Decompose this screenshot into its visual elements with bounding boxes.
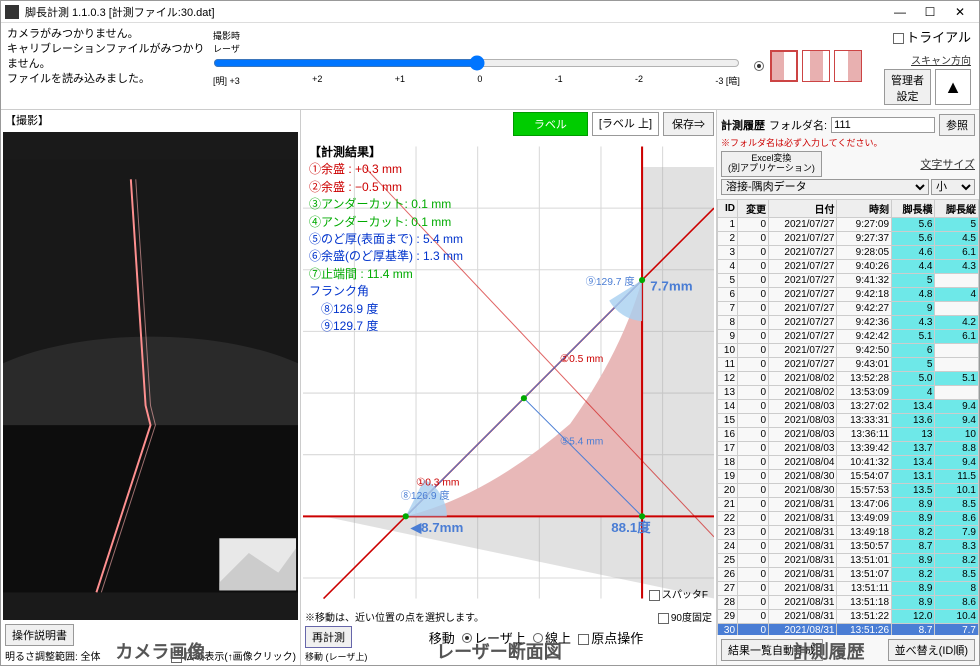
scan-mode-2[interactable] [802,50,830,82]
msg-line-3: ファイルを読み込みました。 [7,72,207,87]
result-8: フランク角 [309,283,463,300]
scan-mode-radio-1[interactable] [754,61,764,71]
ann-0-3: ①0.3 mm [416,478,459,489]
folder-input[interactable] [831,117,935,133]
result-1: ①余盛 : +0.3 mm [309,161,463,178]
trial-checkbox[interactable]: トライアル [884,27,971,46]
table-row[interactable]: 1202021/08/0213:52:285.05.1 [718,371,979,385]
history-table-wrap[interactable]: ID変更日付時刻脚長横脚長縦 102021/07/279:27:095.6520… [717,199,979,635]
result-6: ⑥余盛(のど厚基準) : 1.3 mm [309,248,463,265]
ann-88-1: 88.1度 [611,519,651,535]
table-row[interactable]: 2502021/08/3113:51:018.98.2 [718,553,979,567]
fontsize-label: 文字サイズ [920,156,975,172]
admin-settings-button[interactable]: 管理者 設定 [884,69,931,105]
table-row[interactable]: 2802021/08/3113:51:188.98.6 [718,595,979,609]
table-row[interactable]: 602021/07/279:42:184.84 [718,287,979,301]
scan-direction-label: スキャン方向 [884,52,971,67]
table-row[interactable]: 902021/07/279:42:425.16.1 [718,329,979,343]
table-row[interactable]: 1302021/08/0213:53:094 [718,385,979,399]
ann-129-7: ⑨129.7 度 [586,275,635,288]
history-title: 計測履歴 [721,117,765,133]
result-7: ⑦止端間 : 11.4 mm [309,266,463,283]
scan-direction-button[interactable]: ▲ [935,69,971,105]
table-row[interactable]: 1402021/08/0313:27:0213.49.4 [718,399,979,413]
result-2: ②余盛 : −0.5 mm [309,179,463,196]
table-row[interactable]: 402021/07/279:40:264.44.3 [718,259,979,273]
label-button[interactable]: ラベル [513,112,588,136]
app-icon [5,5,19,19]
move-note: ※移動は、近い位置の点を選択します。 [305,609,650,624]
cross-section-plot[interactable]: ⑤5.4 mm ②0.5 mm ⑨129.7 度 7.7mm ①0.3 mm ⑧… [303,140,714,605]
table-row[interactable]: 2602021/08/3113:51:078.28.5 [718,567,979,581]
brightness-range[interactable] [213,55,740,71]
caption-mid: レーザー断面図 [436,638,562,664]
folder-label: フォルダ名: [769,117,827,133]
table-row[interactable]: 2102021/08/3113:47:068.98.5 [718,497,979,511]
datatype-select[interactable]: 溶接-隅肉データ [721,179,929,195]
result-4: ④アンダーカット: 0.1 mm [309,214,463,231]
titlebar: 脚長計測 1.1.0.3 [計測ファイル:30.dat] — ☐ ✕ [1,1,979,23]
table-row[interactable]: 1502021/08/0313:33:3113.69.4 [718,413,979,427]
table-row[interactable]: 1102021/07/279:43:015 [718,357,979,371]
status-messages: カメラがみつかりません。 キャリブレーションファイルがみつかりません。 ファイル… [7,27,207,105]
browse-button[interactable]: 参照 [939,114,975,136]
folder-note: ※フォルダ名は必ず入力してください。 [721,136,975,149]
excel-export-button[interactable]: Excel変換 (別アプリケーション) [721,151,822,177]
table-row[interactable]: 802021/07/279:42:364.34.2 [718,315,979,329]
table-row[interactable]: 2702021/08/3113:51:118.98 [718,581,979,595]
table-row[interactable]: 102021/07/279:27:095.65 [718,217,979,231]
table-row[interactable]: 2002021/08/3015:57:5313.510.1 [718,483,979,497]
laser-brightness-slider: 撮影時レーザ [明] +3+2+10-1-2-3 [暗] [207,27,746,105]
result-3: ③アンダーカット: 0.1 mm [309,196,463,213]
table-row[interactable]: 1902021/08/3015:54:0713.111.5 [718,469,979,483]
results-header: 【計測結果】 [309,144,463,161]
measurement-results: 【計測結果】 ①余盛 : +0.3 mm ②余盛 : −0.5 mm ③アンダー… [309,144,463,335]
table-row[interactable]: 302021/07/279:28:054.66.1 [718,245,979,259]
table-row[interactable]: 702021/07/279:42:279 [718,301,979,315]
ann-5-4: ⑤5.4 mm [560,436,603,447]
table-row[interactable]: 202021/07/279:27:375.64.5 [718,231,979,245]
camera-section-label: 【撮影】 [1,110,300,130]
ann-0-5: ②0.5 mm [560,354,603,365]
result-10: ⑨129.7 度 [309,318,463,335]
spatter-checkbox[interactable]: スパッタF [649,586,708,601]
ann-8-7: ◀8.7mm [410,520,464,535]
minimize-button[interactable]: — [885,2,915,22]
scan-mode-1[interactable] [770,50,798,82]
history-table: ID変更日付時刻脚長横脚長縦 102021/07/279:27:095.6520… [717,199,979,635]
fix-90-checkbox[interactable]: 90度固定 [658,609,712,624]
ann-126-9: ⑧126.9 度 [401,489,450,502]
caption-right: 計測履歴 [793,638,865,664]
table-row[interactable]: 1002021/07/279:42:506 [718,343,979,357]
table-row[interactable]: 1702021/08/0313:39:4213.78.8 [718,441,979,455]
table-row[interactable]: 2402021/08/3113:50:578.78.3 [718,539,979,553]
table-row[interactable]: 1802021/08/0410:41:3213.49.4 [718,455,979,469]
scan-mode-3[interactable] [834,50,862,82]
scan-mode-icons [746,27,870,105]
table-row[interactable]: 2302021/08/3113:49:188.27.9 [718,525,979,539]
table-row[interactable]: 1602021/08/0313:36:111310 [718,427,979,441]
camera-image[interactable] [3,132,298,620]
maximize-button[interactable]: ☐ [915,2,945,22]
table-row[interactable]: 502021/07/279:41:325 [718,273,979,287]
fontsize-select[interactable]: 小 [931,179,975,195]
table-row[interactable]: 2902021/08/3113:51:2212.010.4 [718,609,979,623]
result-9: ⑧126.9 度 [309,301,463,318]
result-5: ⑤のど厚(表面まで) : 5.4 mm [309,231,463,248]
msg-line-1: カメラがみつかりません。 [7,27,207,42]
msg-line-2: キャリブレーションファイルがみつかりません。 [7,42,207,72]
caption-left: カメラ画像 [115,638,205,664]
ann-7-7: 7.7mm [650,278,692,293]
slider-labels: [明] +3+2+10-1-2-3 [暗] [213,74,740,87]
label-position-select[interactable]: [ラベル 上] [592,112,659,136]
table-row[interactable]: 3002021/08/3113:51:268.77.7 [718,623,979,635]
window-title: 脚長計測 1.1.0.3 [計測ファイル:30.dat] [25,4,885,20]
close-button[interactable]: ✕ [945,2,975,22]
table-row[interactable]: 2202021/08/3113:49:098.98.6 [718,511,979,525]
save-button[interactable]: 保存⇒ [663,112,714,136]
